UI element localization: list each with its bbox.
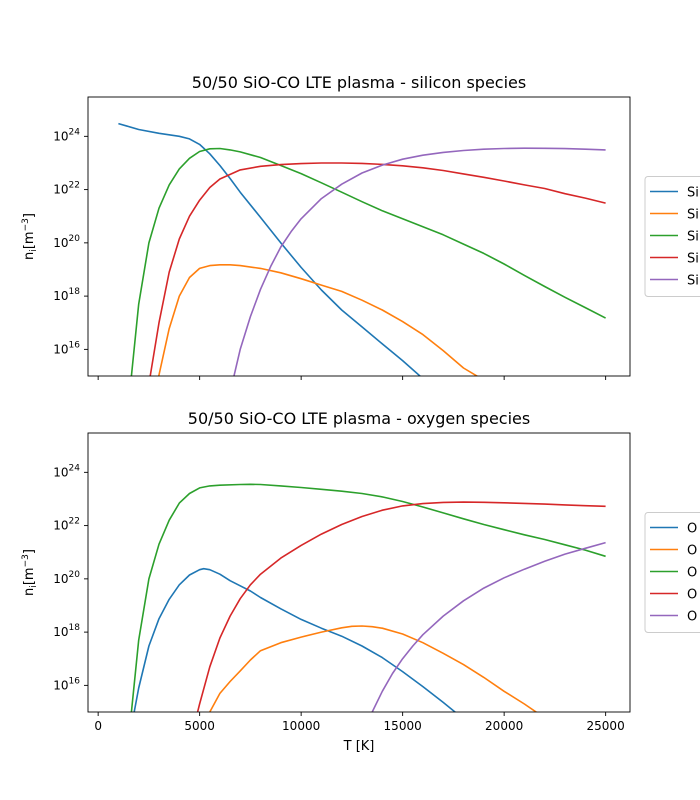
legend-label-2: O [687, 544, 697, 559]
y-label-unit-sup: −3 [21, 218, 31, 231]
y-tick-base: 10 [53, 572, 68, 586]
y-axis-label: ni[m−3] [21, 549, 39, 596]
legend-label-5: O [687, 610, 697, 625]
legend-label-1: O [687, 522, 697, 537]
y-tick-label: 1020 [53, 570, 80, 586]
y-tick-base: 10 [53, 289, 68, 303]
x-tick-label: 25000 [587, 719, 625, 733]
y-tick-label: 1022 [53, 517, 80, 533]
x-tick-label: 0 [94, 719, 102, 733]
y-tick-exponent: 22 [69, 181, 80, 191]
y-tick-label: 1016 [53, 340, 80, 356]
series-line-2 [208, 625, 538, 712]
y-tick-base: 10 [53, 625, 68, 639]
y-tick-label: 1024 [53, 463, 80, 479]
y-label-unit-open: [m [22, 231, 37, 249]
y-tick-exponent: 24 [69, 127, 81, 137]
y-tick-base: 10 [53, 129, 68, 143]
y-tick-exponent: 18 [69, 287, 81, 297]
series-line-4 [149, 162, 606, 376]
y-tick-label: 1018 [53, 623, 80, 639]
y-tick-label: 1018 [53, 287, 80, 303]
series-line-5 [371, 541, 606, 712]
series-line-2 [157, 264, 479, 376]
series-line-3 [130, 147, 606, 376]
y-label-unit-close: ] [22, 213, 37, 218]
y-tick-exponent: 16 [69, 340, 81, 350]
y-tick-label: 1020 [53, 234, 80, 250]
silicon-species-panel: 50/50 SiO-CO LTE plasma - silicon specie… [21, 73, 700, 380]
y-label-unit-sup: −3 [21, 554, 31, 567]
y-tick-base: 10 [53, 519, 68, 533]
y-tick-base: 10 [53, 236, 68, 250]
y-tick-base: 10 [53, 678, 68, 692]
series-line-3 [130, 483, 606, 712]
y-axis-label: ni[m−3] [21, 213, 39, 260]
axes-frame [87, 96, 631, 377]
y-tick-exponent: 18 [69, 623, 81, 633]
chart-title: 50/50 SiO-CO LTE plasma - silicon specie… [192, 73, 526, 92]
series-line-4 [196, 501, 606, 712]
y-tick-exponent: 24 [69, 463, 81, 473]
y-label-unit-close: ] [22, 549, 37, 554]
y-label-subscript: i [29, 585, 39, 588]
x-tick-label: 10000 [282, 719, 320, 733]
y-tick-exponent: 20 [69, 570, 81, 580]
legend-label-4: O [687, 588, 697, 603]
legend-box [644, 176, 700, 297]
series-line-1 [133, 567, 457, 712]
legend-label-2: Si [687, 208, 699, 223]
axes-frame [87, 432, 631, 713]
x-tick-label: 5000 [184, 719, 215, 733]
legend-box [644, 512, 700, 633]
y-tick-label: 1024 [53, 127, 80, 143]
x-axis-label: T [K] [343, 739, 375, 754]
series-group [130, 483, 606, 712]
y-tick-exponent: 16 [69, 676, 81, 686]
series-group [118, 122, 606, 376]
y-label-subscript: i [29, 249, 39, 252]
legend-label-1: Si [687, 186, 699, 201]
chart-title: 50/50 SiO-CO LTE plasma - oxygen species [188, 409, 530, 428]
x-tick-label: 20000 [485, 719, 523, 733]
legend-label-4: Si [687, 252, 699, 267]
legend: Si Si Si Si Si [644, 176, 700, 297]
y-tick-label: 1022 [53, 181, 80, 197]
legend-label-5: Si [687, 274, 699, 289]
y-tick-exponent: 20 [69, 234, 81, 244]
y-label-main: n [22, 252, 37, 260]
legend-label-3: O [687, 566, 697, 581]
x-tick-label: 15000 [384, 719, 422, 733]
y-label-main: n [22, 588, 37, 596]
y-label-unit-open: [m [22, 567, 37, 585]
y-tick-base: 10 [53, 465, 68, 479]
y-tick-base: 10 [53, 342, 68, 356]
oxygen-species-panel: 50/50 SiO-CO LTE plasma - oxygen species… [21, 409, 700, 754]
y-tick-base: 10 [53, 183, 68, 197]
series-line-1 [118, 122, 422, 376]
y-tick-label: 1016 [53, 676, 80, 692]
y-tick-exponent: 22 [69, 517, 80, 527]
legend-label-3: Si [687, 230, 699, 245]
series-line-5 [233, 147, 606, 376]
